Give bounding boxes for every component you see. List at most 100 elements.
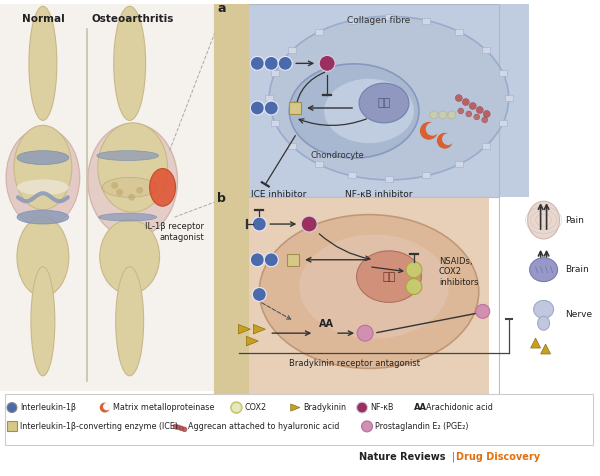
Ellipse shape [6,128,80,227]
Text: ICE inhibitor: ICE inhibitor [251,190,307,199]
Text: Prostaglandin E₂ (PGE₂): Prostaglandin E₂ (PGE₂) [375,422,469,431]
Polygon shape [385,177,393,182]
Text: NF-κB inhibitor: NF-κB inhibitor [345,190,413,199]
Ellipse shape [289,64,419,158]
Circle shape [442,133,454,145]
Circle shape [250,101,265,115]
Polygon shape [314,30,323,35]
Text: Chondrocyte: Chondrocyte [310,150,364,159]
Bar [0,4,214,391]
Ellipse shape [31,267,55,376]
Ellipse shape [88,123,178,238]
Bar [5,394,593,445]
Circle shape [100,403,110,413]
Circle shape [253,288,266,301]
Text: Interleukin-1β-converting enzyme (ICE): Interleukin-1β-converting enzyme (ICE) [20,422,178,431]
Ellipse shape [100,219,160,294]
Circle shape [448,111,456,119]
Circle shape [476,107,483,113]
Circle shape [406,278,422,295]
Polygon shape [238,325,250,334]
Circle shape [176,425,181,430]
Text: Brain: Brain [566,265,589,274]
Circle shape [466,111,472,117]
Ellipse shape [17,150,69,165]
Ellipse shape [99,213,157,221]
Polygon shape [314,161,323,167]
Circle shape [128,194,135,201]
Ellipse shape [359,83,409,123]
Polygon shape [422,18,430,24]
Ellipse shape [533,300,554,318]
Bar [214,197,499,396]
Ellipse shape [149,169,176,206]
Circle shape [420,122,438,140]
Polygon shape [385,14,393,20]
Polygon shape [348,18,356,24]
Ellipse shape [538,316,550,330]
Circle shape [362,421,373,432]
Ellipse shape [98,123,167,212]
Ellipse shape [114,6,146,120]
Ellipse shape [356,251,421,302]
Circle shape [250,57,265,70]
Circle shape [482,117,488,123]
Text: AA: AA [414,403,427,412]
Text: a: a [217,2,226,15]
Text: Osteoarthritis: Osteoarthritis [91,14,174,24]
Text: Nerve: Nerve [566,310,593,319]
Ellipse shape [527,201,560,239]
Polygon shape [271,120,279,126]
Text: Bradykinin receptor antagonist: Bradykinin receptor antagonist [289,359,419,368]
Text: Nature Reviews: Nature Reviews [359,452,446,462]
Circle shape [474,114,480,120]
Circle shape [182,427,187,432]
Polygon shape [482,47,490,53]
Polygon shape [482,143,490,149]
Circle shape [319,55,335,71]
Text: Bradykinin: Bradykinin [303,403,346,412]
Text: 𝞙𝞙: 𝞙𝞙 [382,272,395,282]
Ellipse shape [259,215,479,368]
Circle shape [458,108,464,114]
Text: Drug Discovery: Drug Discovery [456,452,540,462]
Polygon shape [253,325,265,334]
Polygon shape [288,143,296,149]
Bar [214,4,250,197]
Text: Pain: Pain [566,216,584,225]
Ellipse shape [102,178,157,197]
Polygon shape [348,172,356,178]
Bar [250,4,529,197]
Bar [214,197,250,396]
Text: 𝞙𝞙: 𝞙𝞙 [377,98,391,108]
Circle shape [265,101,278,115]
Circle shape [357,325,373,341]
Text: Normal: Normal [22,14,64,24]
Circle shape [455,95,463,101]
Circle shape [426,122,439,136]
Ellipse shape [299,235,449,338]
Polygon shape [499,120,507,126]
Text: b: b [217,192,226,205]
Polygon shape [265,95,273,101]
Text: Matrix metalloproteinase: Matrix metalloproteinase [113,403,214,412]
Text: COX2: COX2 [244,403,266,412]
Bar [7,421,17,431]
Text: NSAIDs,
COX2
inhibitors: NSAIDs, COX2 inhibitors [439,257,478,287]
Ellipse shape [97,150,158,160]
Circle shape [111,182,118,189]
Bar [289,102,301,114]
Bar [214,4,499,197]
Polygon shape [271,70,279,76]
Circle shape [265,57,278,70]
Circle shape [301,216,317,232]
Polygon shape [422,172,430,178]
Circle shape [265,253,278,267]
Circle shape [7,403,17,413]
Circle shape [250,253,265,267]
Circle shape [116,189,123,196]
Circle shape [430,111,438,119]
Circle shape [463,99,469,106]
Circle shape [179,426,184,431]
Circle shape [231,402,242,413]
